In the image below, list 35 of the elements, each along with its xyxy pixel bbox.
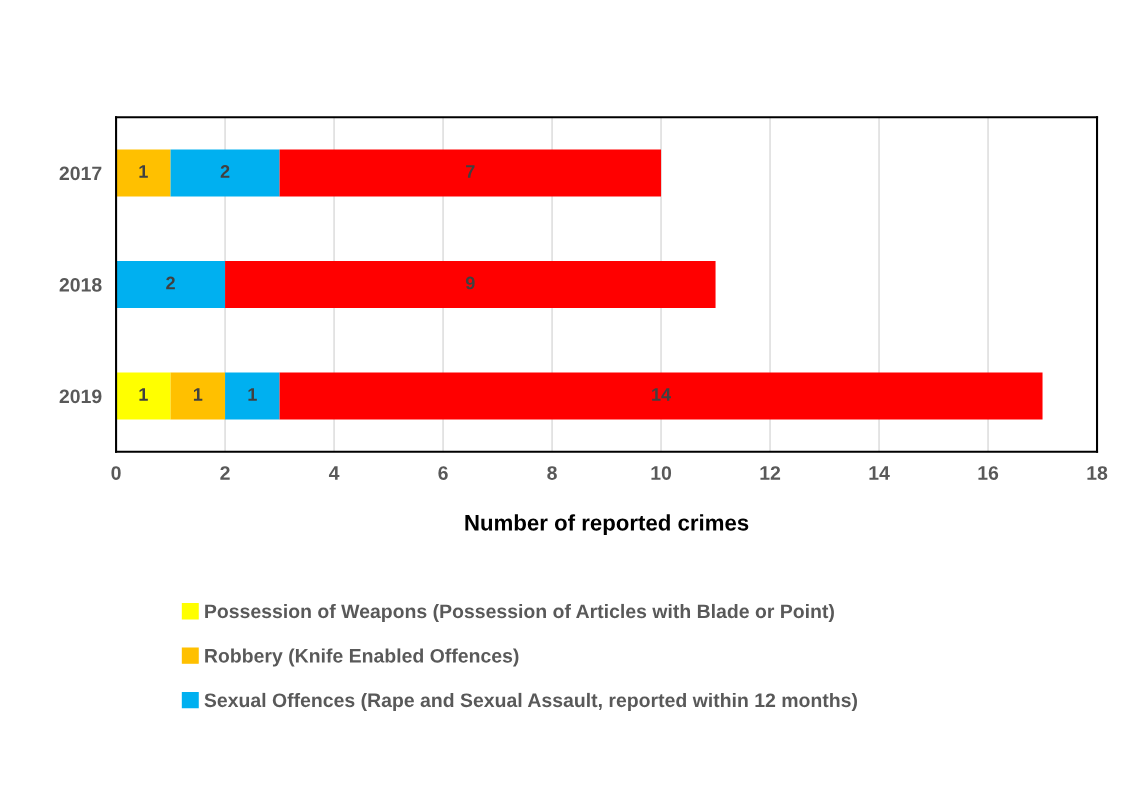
x-axis-title: Number of reported crimes <box>465 514 749 536</box>
x-tick-label: 2 <box>220 466 230 480</box>
data-label: 1 <box>139 388 148 401</box>
y-tick-label: 2017 <box>59 166 102 181</box>
bar <box>170 372 226 420</box>
x-tick-label: 8 <box>547 466 557 480</box>
legend-label: Robbery (Knife Enabled Offences) <box>205 648 519 667</box>
legend-label: Sexual Offences (Rape and Sexual Assault, reported within 12 months) <box>204 692 857 711</box>
data-label: 1 <box>248 388 257 401</box>
x-tick-label: 6 <box>438 466 448 480</box>
x-tick-label: 10 <box>651 466 672 480</box>
x-tick-label: 12 <box>760 466 781 480</box>
y-tick-label: 2018 <box>59 277 102 292</box>
bar <box>225 372 280 420</box>
x-tick-label: 16 <box>978 466 999 480</box>
data-label: 14 <box>652 388 671 401</box>
bar <box>116 372 171 420</box>
legend-label: Possession of Weapons (Possession of Articles with Blade or Point) <box>205 603 834 623</box>
data-label: 1 <box>139 165 148 178</box>
data-label: 7 <box>466 165 475 178</box>
x-tick-label: 14 <box>869 466 890 480</box>
bar <box>116 149 171 197</box>
x-tick-label: 4 <box>328 466 340 480</box>
bar <box>116 261 226 308</box>
bar <box>279 372 1043 420</box>
y-tick-label: 2019 <box>59 389 102 404</box>
bar <box>170 149 280 197</box>
data-label: 1 <box>193 388 203 401</box>
x-tick-label: 0 <box>111 466 121 480</box>
data-label: 2 <box>220 165 230 178</box>
x-tick-label: 18 <box>1087 466 1108 480</box>
data-label: 2 <box>166 276 175 290</box>
bar <box>225 261 716 308</box>
data-label: 9 <box>465 276 475 290</box>
bar <box>279 149 662 197</box>
